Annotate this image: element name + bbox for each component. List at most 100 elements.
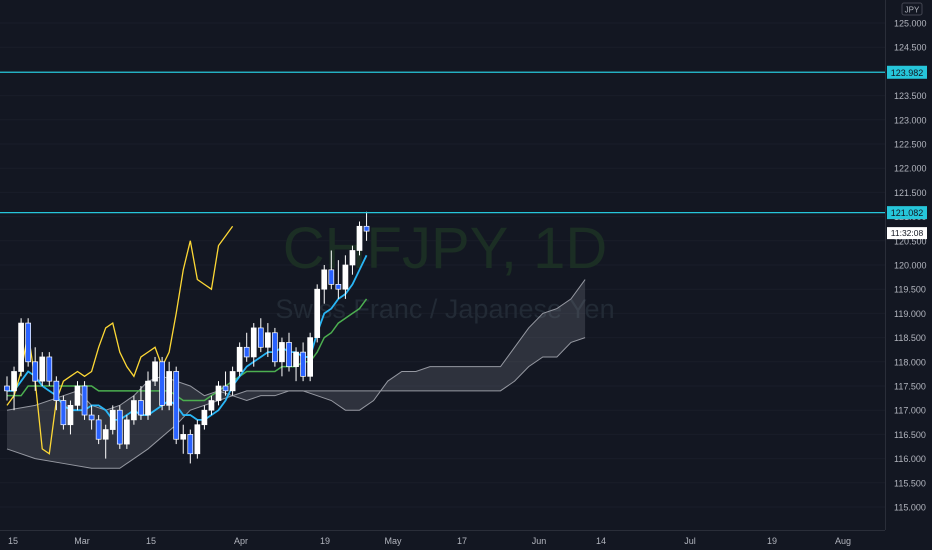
candle [138, 386, 144, 420]
candle-body [95, 419, 102, 440]
candle [187, 429, 194, 464]
time-tick-label: Apr [234, 536, 248, 546]
cloud-fill [7, 279, 586, 469]
candle [349, 245, 356, 275]
candle [25, 318, 31, 367]
time-tick-label: 17 [457, 536, 467, 546]
lagging-span [6, 225, 234, 455]
candle-body [201, 409, 208, 426]
candle-body [102, 429, 109, 440]
candle-body [81, 385, 88, 416]
candle-body [215, 385, 222, 401]
candle-body [109, 409, 116, 430]
price-axis[interactable]: 125.000124.500124.000123.500123.000122.5… [894, 19, 927, 513]
candle [194, 419, 201, 459]
candle-body [4, 385, 10, 392]
price-tick-label: 120.000 [894, 261, 927, 271]
price-tick-label: 116.000 [894, 454, 926, 464]
price-tick-label: 123.500 [894, 91, 927, 101]
candle-body [138, 400, 144, 416]
candle-body [293, 351, 299, 367]
candle [328, 250, 335, 290]
candle [152, 356, 158, 386]
candle [95, 415, 102, 445]
candle [4, 376, 10, 401]
candle-body [18, 322, 24, 372]
candle [102, 424, 109, 459]
candle-body [152, 361, 158, 382]
time-tick-label: 19 [767, 536, 777, 546]
price-tick-label: 119.000 [894, 309, 926, 319]
candle-body [257, 327, 264, 348]
price-tick-label: 117.000 [894, 406, 926, 416]
candle [60, 395, 67, 430]
candle [286, 332, 292, 372]
candle-body [265, 332, 271, 348]
candle-body [229, 371, 236, 392]
conversion-line [7, 254, 368, 421]
candle [314, 284, 321, 343]
price-tick-label: 123.000 [894, 115, 927, 125]
candle [74, 381, 81, 411]
candle-body [208, 400, 215, 411]
price-tick-label: 115.000 [894, 503, 926, 513]
indicator-lines [6, 225, 368, 455]
candle-body [180, 434, 187, 440]
candle [201, 405, 208, 430]
candle-body [166, 371, 172, 406]
time-tick-label: 14 [596, 536, 606, 546]
candle [173, 366, 180, 445]
candle-body [187, 434, 194, 455]
ichimoku-cloud [6, 279, 586, 469]
price-tick-label: 121.500 [894, 188, 927, 198]
time-axis[interactable]: 15 Mar 15 Apr 19 May 17 Jun 14 Jul 19 Aug [8, 536, 851, 546]
time-tick-label: 15 [146, 536, 156, 546]
chart-grid [0, 22, 885, 508]
watermark: CHFJPY, 1D Swiss Franc / Japanese Yen [275, 216, 614, 324]
price-tick-label: 115.500 [894, 478, 926, 488]
candle [32, 347, 39, 391]
candle-body [11, 371, 17, 392]
price-tick-label: 120.500 [894, 236, 927, 246]
candle [293, 347, 299, 382]
candle [109, 405, 116, 435]
candle [215, 381, 222, 406]
candle-body [74, 385, 81, 406]
candle-body [328, 269, 335, 285]
currency-badge-label: JPY [905, 6, 920, 15]
time-tick-label: May [384, 536, 402, 546]
price-tick-label: 116.500 [894, 430, 926, 440]
candle-body [123, 419, 130, 445]
candle-body [243, 346, 250, 358]
horizontal-lines[interactable] [0, 71, 885, 214]
candle-body [116, 409, 123, 445]
time-tick-label: Jun [532, 536, 547, 546]
candle [123, 415, 130, 449]
candle-body [300, 351, 306, 377]
candle-body [314, 288, 321, 338]
candle-body [194, 424, 201, 455]
currency-badge[interactable]: JPY [901, 2, 923, 16]
time-tick-label: Jul [684, 536, 696, 546]
horizontal-line-price-label: 123.982 [891, 68, 924, 78]
candle [166, 361, 172, 411]
candle [53, 376, 60, 411]
candle [257, 318, 264, 353]
candle-body [39, 356, 46, 382]
candle [272, 327, 278, 367]
candle-body [46, 356, 53, 382]
candle [11, 366, 17, 411]
candle [250, 323, 257, 367]
countdown-tag [887, 227, 927, 240]
candle-body [60, 400, 67, 426]
candle [116, 405, 123, 449]
price-tick-label: 117.500 [894, 382, 926, 392]
candle [243, 332, 250, 362]
candle [356, 221, 363, 256]
candle [307, 332, 313, 382]
candle-body [250, 327, 257, 358]
price-tick-label: 122.500 [894, 140, 927, 150]
candle [81, 381, 88, 420]
time-tick-label: 15 [8, 536, 18, 546]
